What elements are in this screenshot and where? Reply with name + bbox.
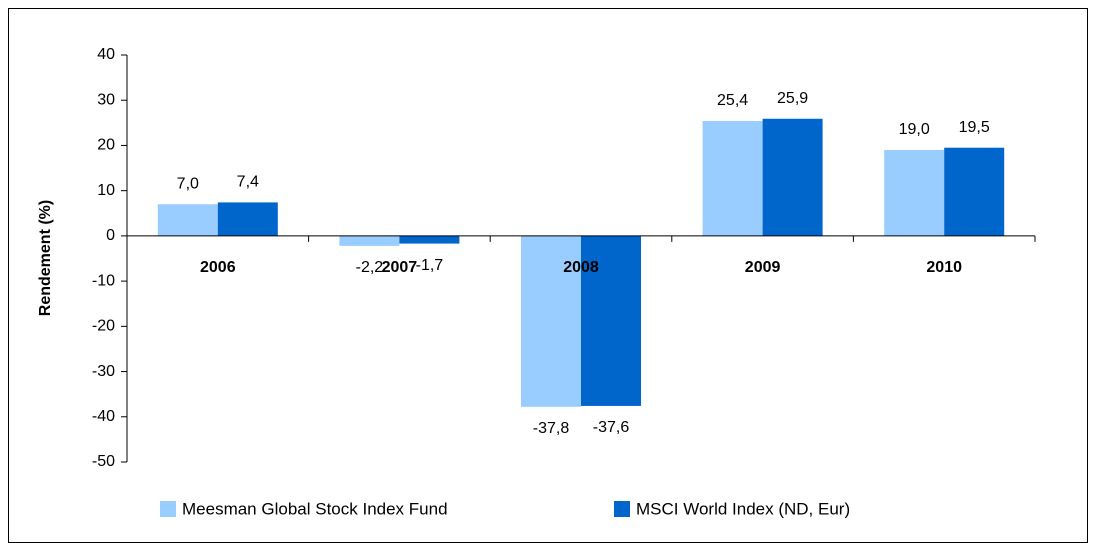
bar [884, 149, 945, 236]
x-tick-label: 2009 [745, 259, 781, 276]
y-axis-label: Rendement (%) [37, 200, 54, 316]
y-tick-label: -40 [92, 408, 115, 425]
y-tick-label: 30 [97, 91, 115, 108]
y-tick-label: -50 [92, 453, 115, 470]
x-tick-label: 2007 [382, 259, 418, 276]
x-tick-label: 2006 [200, 259, 236, 276]
bar [399, 235, 460, 244]
value-label: 25,4 [717, 92, 748, 109]
legend-label: Meesman Global Stock Index Fund [182, 499, 448, 518]
bar [217, 202, 278, 236]
legend-label: MSCI World Index (ND, Eur) [636, 499, 850, 518]
value-label: 19,0 [899, 121, 930, 138]
value-label: 7,0 [177, 175, 199, 192]
value-label: -2,2 [356, 259, 384, 276]
y-tick-label: 10 [97, 182, 115, 199]
bar [339, 235, 400, 246]
y-tick-label: 20 [97, 137, 115, 154]
bar [581, 235, 641, 406]
bar [157, 204, 218, 236]
value-label: -37,8 [533, 420, 570, 437]
legend-swatch [160, 501, 176, 517]
value-label: -37,6 [593, 419, 630, 436]
y-tick-label: 0 [106, 227, 115, 244]
y-tick-label: -30 [92, 363, 115, 380]
bar [702, 121, 763, 236]
y-tick-label: -20 [92, 318, 115, 335]
bar [944, 147, 1005, 236]
value-label: -1,7 [416, 257, 444, 274]
value-label: 25,9 [777, 90, 808, 107]
y-tick-label: 40 [97, 46, 115, 63]
bar [521, 235, 581, 407]
value-label: 19,5 [959, 119, 990, 136]
x-tick-label: 2010 [926, 259, 962, 276]
value-label: 7,4 [237, 174, 259, 191]
bar [762, 118, 823, 236]
x-tick-label: 2008 [563, 259, 599, 276]
legend-swatch [614, 501, 630, 517]
y-tick-label: -10 [92, 272, 115, 289]
